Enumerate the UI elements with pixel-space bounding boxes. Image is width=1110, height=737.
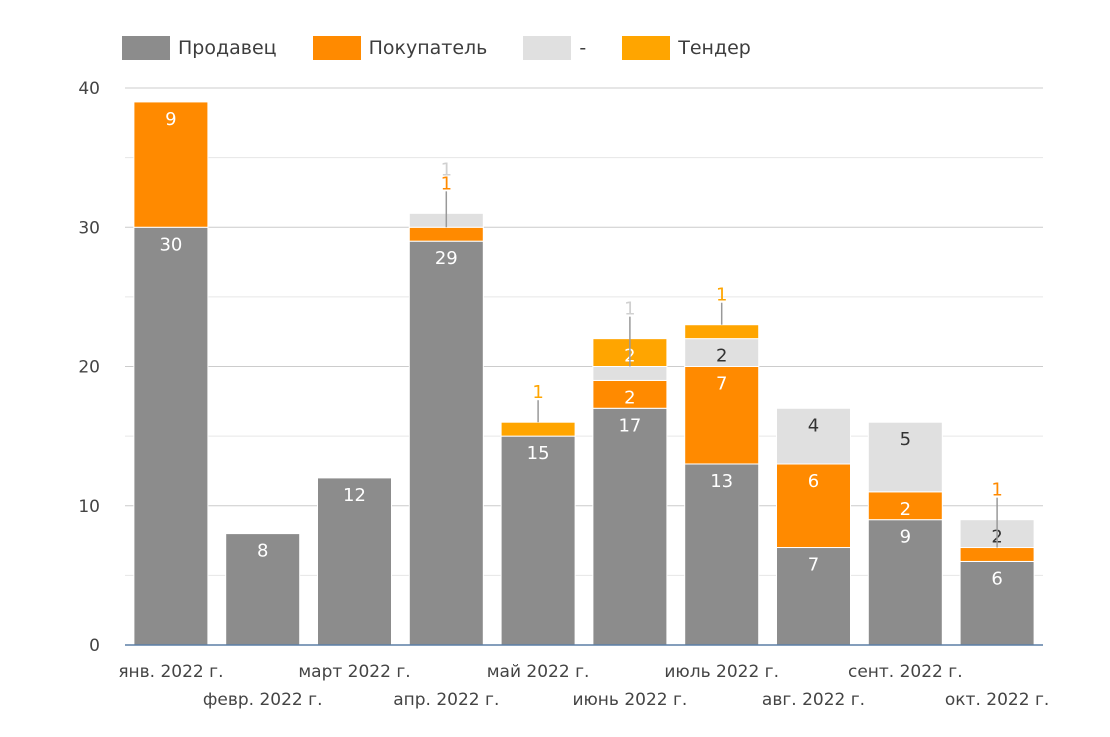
x-tick-label: февр. 2022 г. <box>203 690 323 710</box>
bar-segment <box>592 379 668 409</box>
legend-item: Тендер <box>622 36 751 60</box>
bar-segment <box>592 366 668 381</box>
bar-segment <box>684 463 760 646</box>
bar-segment <box>225 533 301 646</box>
bar-segment <box>408 226 484 242</box>
bar-segment <box>500 421 576 437</box>
data-label: 4 <box>808 415 819 436</box>
bar-segment <box>867 421 943 493</box>
bar-segment <box>133 101 209 228</box>
data-label-callout: 1 <box>624 299 635 320</box>
legend-swatch <box>622 36 671 60</box>
legend-item: Продавец <box>122 36 277 60</box>
bar-segment <box>500 435 576 646</box>
data-label-callout: 1 <box>716 285 727 306</box>
data-label-callout: 1 <box>441 159 452 180</box>
legend-label: Продавец <box>178 37 277 59</box>
bar-segment <box>776 407 851 465</box>
x-tick-label: май 2022 г. <box>487 662 590 682</box>
data-label: 15 <box>527 443 550 464</box>
legend-label: - <box>579 37 587 59</box>
bar-segment <box>408 240 484 646</box>
bar-segment <box>959 560 1035 646</box>
data-label: 2 <box>624 387 635 408</box>
x-tick-label: авг. 2022 г. <box>762 690 865 710</box>
bar-segment <box>684 324 760 340</box>
data-label: 29 <box>435 248 458 269</box>
legend-swatch <box>122 36 170 60</box>
legend-swatch <box>523 36 572 60</box>
data-label: 6 <box>808 471 819 492</box>
y-tick-label: 10 <box>78 497 100 517</box>
x-tick-label: апр. 2022 г. <box>393 690 499 710</box>
data-label: 7 <box>808 555 819 576</box>
y-tick-label: 0 <box>89 636 100 656</box>
bar-segment <box>133 226 209 646</box>
x-tick-label: окт. 2022 г. <box>945 690 1049 710</box>
data-label: 2 <box>900 499 911 520</box>
bar-segment <box>684 366 760 465</box>
data-label: 6 <box>991 568 1002 589</box>
bar-segment <box>592 407 668 646</box>
data-label: 2 <box>716 346 727 367</box>
data-label: 5 <box>900 429 911 450</box>
x-tick-label: март 2022 г. <box>298 662 410 682</box>
x-tick-label: июнь 2022 г. <box>572 690 687 710</box>
bar-segment <box>317 477 392 646</box>
legend-swatch <box>312 36 361 60</box>
data-label: 13 <box>710 471 733 492</box>
bar-segment <box>684 338 760 367</box>
data-label-callout: 1 <box>532 382 543 403</box>
data-label: 17 <box>618 415 641 436</box>
y-tick-label: 30 <box>78 218 100 238</box>
data-label: 8 <box>257 541 268 562</box>
x-tick-label: сент. 2022 г. <box>848 662 963 682</box>
y-tick-label: 20 <box>78 358 100 378</box>
legend-label: Тендер <box>678 37 751 59</box>
bar-segment <box>776 463 851 549</box>
bar-segment <box>867 519 943 646</box>
data-label-callout: 1 <box>991 480 1002 501</box>
data-label: 9 <box>900 527 911 548</box>
data-label: 12 <box>343 485 366 506</box>
bar-segment <box>776 547 851 646</box>
data-label-callout: 1 <box>441 173 452 194</box>
data-label: 30 <box>159 234 182 255</box>
x-tick-label: янв. 2022 г. <box>118 662 223 682</box>
y-tick-label: 40 <box>78 79 100 99</box>
legend: Продавец Покупатель - Тендер <box>122 36 787 60</box>
data-label: 9 <box>165 109 176 130</box>
bar-segment <box>959 547 1035 562</box>
legend-item: Покупатель <box>312 36 488 60</box>
legend-label: Покупатель <box>368 37 488 59</box>
data-label: 7 <box>716 374 727 395</box>
x-tick-label: июль 2022 г. <box>664 662 779 682</box>
legend-item: - <box>523 36 586 60</box>
